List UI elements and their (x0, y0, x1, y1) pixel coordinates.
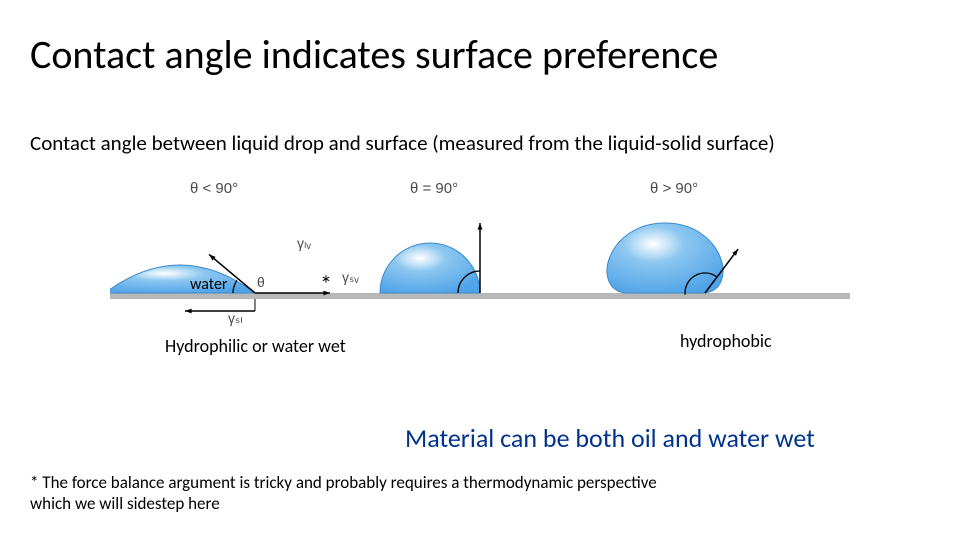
svg-text:θ > 90°: θ > 90° (650, 180, 698, 197)
svg-text:θ = 90°: θ = 90° (410, 180, 458, 197)
svg-text:γₛₗ: γₛₗ (228, 310, 243, 326)
diagram-svg: θ < 90° θ = 90° θ > 90° γₗᵥ γₛᵥ γₛₗ θ (110, 175, 850, 345)
hydrophobic-label: hydrophobic (680, 330, 772, 352)
asterisk-marker: * (320, 270, 332, 299)
footnote-text: * The force balance argument is tricky a… (30, 472, 670, 515)
svg-text:θ < 90°: θ < 90° (190, 180, 238, 197)
water-label: water (190, 275, 228, 294)
hydrophilic-label: Hydrophilic or water wet (165, 335, 346, 357)
svg-text:θ: θ (257, 274, 265, 290)
material-statement: Material can be both oil and water wet (405, 422, 815, 454)
contact-angle-diagram: θ < 90° θ = 90° θ > 90° γₗᵥ γₛᵥ γₛₗ θ (110, 175, 850, 345)
page-title: Contact angle indicates surface preferen… (30, 30, 718, 79)
page-subtitle: Contact angle between liquid drop and su… (30, 130, 775, 156)
svg-text:γₛᵥ: γₛᵥ (342, 269, 359, 285)
svg-text:γₗᵥ: γₗᵥ (297, 235, 311, 251)
